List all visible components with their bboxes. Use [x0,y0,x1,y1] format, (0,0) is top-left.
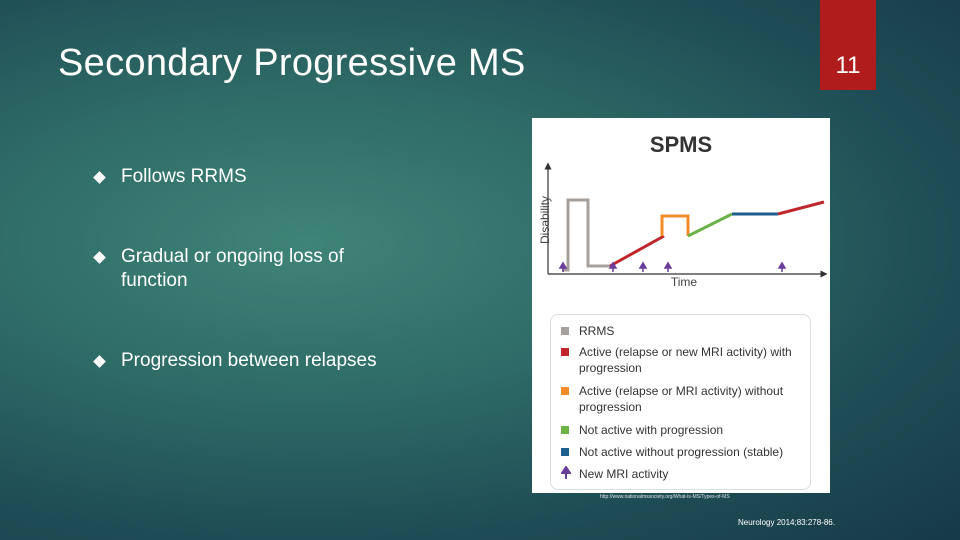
active-without-progression-segment [660,214,690,236]
citation: Neurology 2014;83:278-86. [738,518,835,527]
legend-swatch [561,448,569,456]
legend-item-active-with-progression: Active (relapse or new MRI activity) wit… [561,344,809,376]
legend-label: Not active without progression (stable) [579,445,784,459]
figure-title: SPMS [649,132,713,157]
bullet-text: Gradual or ongoing loss of function [121,246,344,291]
y-axis-label: Disability [538,196,552,245]
legend-label: New MRI activity [579,467,669,481]
rrms-segment [562,198,610,272]
legend-item-active-without-progression: Active (relapse or MRI activity) without… [561,383,809,415]
new-mri-activity-arrow-icon [663,261,673,272]
purple-arrow-icon [561,466,571,479]
spms-figure: SPMS Disability Time RRMS Active (relaps… [532,118,830,493]
page-number: 11 [835,52,861,79]
diamond-bullet-icon [93,171,106,184]
new-mri-activity-arrow-icon [638,261,648,272]
legend-label: Not active with progression [579,423,724,437]
bullet-text: Progression between relapses [121,350,377,371]
not-active-with-progression-segment [687,212,733,238]
new-mri-activity-arrow-icon [608,261,618,272]
bullet-item-follows-rrms: Follows RRMS [92,165,412,189]
legend-label: RRMS [579,324,615,338]
x-axis-label: Time [670,275,698,289]
legend-swatch [561,348,569,356]
source-url[interactable]: http://www.nationalmssociety.org/What-is… [600,494,730,500]
new-mri-activity-arrow-icon [777,261,787,272]
legend-item-rrms: RRMS [561,323,809,339]
legend-item-not-active-without-progression: Not active without progression (stable) [561,444,809,460]
bullet-text: Follows RRMS [121,166,247,187]
legend: RRMS Active (relapse or new MRI activity… [550,314,811,490]
active-with-progression-segment-1 [609,234,665,268]
bullet-item-loss-of-function: Gradual or ongoing loss of function [92,245,412,293]
diamond-bullet-icon [93,355,106,368]
active-with-progression-segment-2 [777,200,825,216]
spms-disability-diagram [544,162,828,278]
slide-title: Secondary Progressive MS [58,42,526,84]
legend-item-new-mri-activity: New MRI activity [561,466,809,482]
legend-item-not-active-with-progression: Not active with progression [561,422,809,438]
page-number-badge: 11 [820,0,876,90]
legend-label: Active (relapse or new MRI activity) wit… [579,345,792,375]
bullet-list: Follows RRMS Gradual or ongoing loss of … [92,165,412,429]
diamond-bullet-icon [93,251,106,264]
legend-swatch [561,327,569,335]
new-mri-activity-arrow-icon [558,261,568,272]
legend-label: Active (relapse or MRI activity) without… [579,384,784,414]
legend-swatch [561,426,569,434]
legend-swatch [561,387,569,395]
bullet-item-progression: Progression between relapses [92,349,412,373]
